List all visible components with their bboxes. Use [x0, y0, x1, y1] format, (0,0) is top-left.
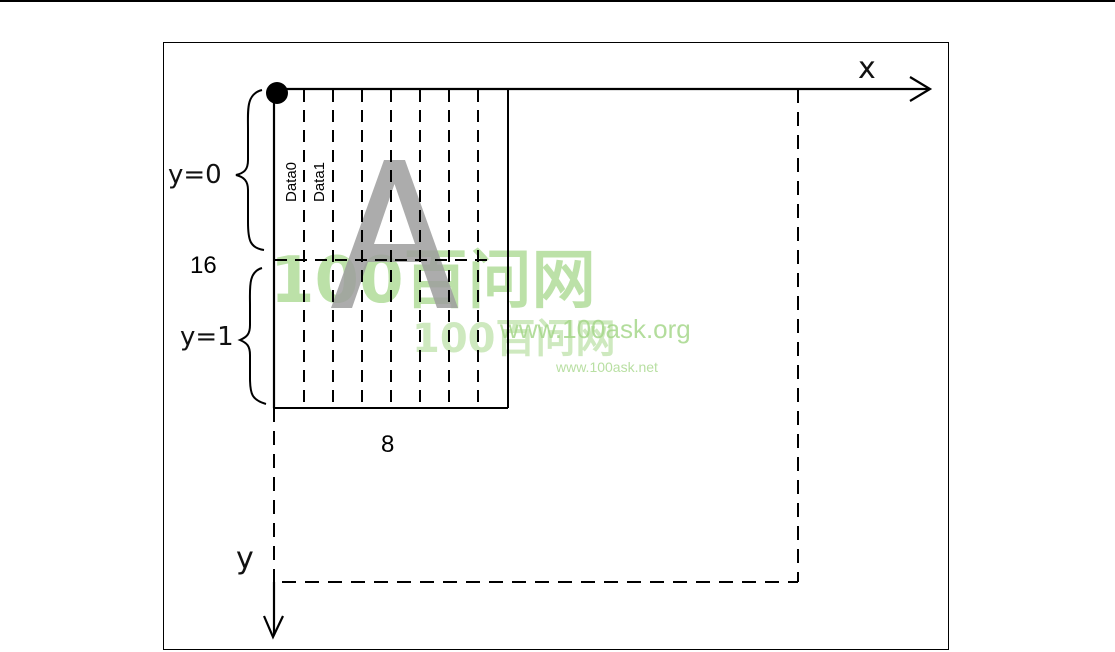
label-data1: Data1 — [311, 162, 328, 202]
bitmap-column-lines — [303, 90, 479, 408]
y-axis-arrowhead — [262, 615, 284, 640]
label-x-axis: x — [858, 51, 876, 86]
top-rule — [0, 0, 1115, 2]
brace-row-y0 — [235, 89, 265, 251]
label-y0: y=0 — [168, 160, 222, 190]
brace-row-y1 — [237, 267, 267, 405]
watermark-text-small: 100百问网 — [412, 316, 616, 362]
y-axis — [262, 92, 284, 640]
origin-dot — [266, 82, 288, 104]
bitmap-outline — [275, 90, 509, 409]
label-height-16: 16 — [190, 252, 217, 279]
x-axis — [275, 76, 933, 102]
watermark-url: www.100ask.org — [499, 314, 691, 344]
watermark-url-small: www.100ask.net — [555, 359, 658, 375]
label-y-axis: y — [236, 541, 254, 576]
label-data0: Data0 — [283, 162, 300, 202]
x-axis-arrowhead — [909, 76, 933, 102]
figure-frame — [163, 42, 949, 650]
label-y1: y=1 — [180, 322, 234, 352]
label-width-8: 8 — [381, 431, 394, 458]
